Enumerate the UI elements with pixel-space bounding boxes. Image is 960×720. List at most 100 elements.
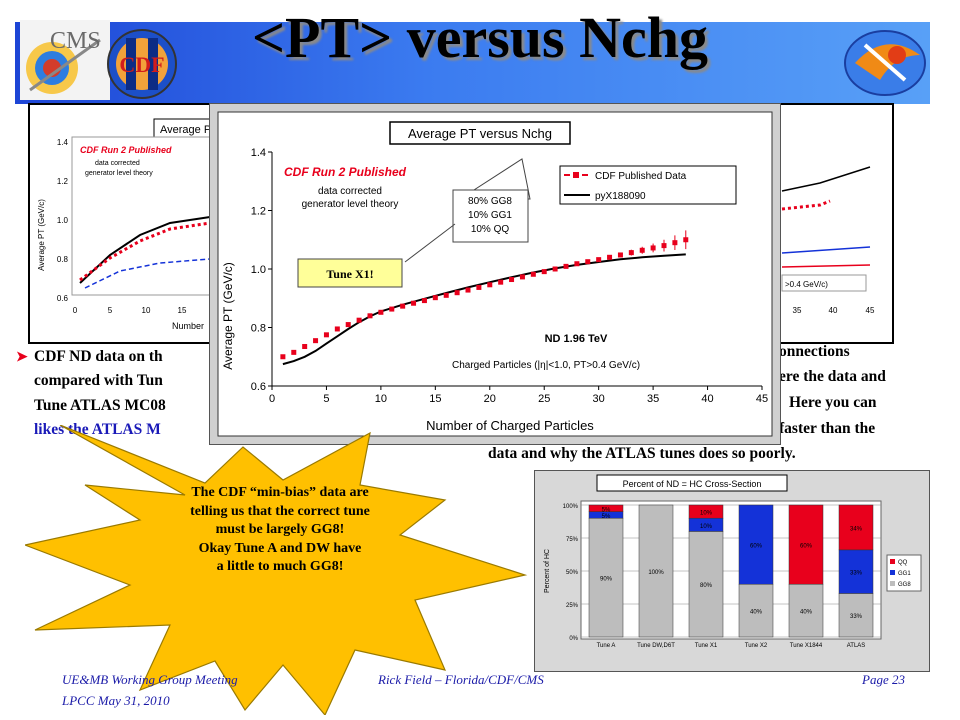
data-point: [367, 313, 373, 319]
back-chart-sub2: generator level theory: [85, 170, 153, 177]
x-tick-label: 20: [484, 393, 496, 405]
data-point: [541, 269, 547, 275]
cms-logo: CMS: [20, 20, 110, 100]
data-point: [661, 243, 667, 249]
annotation-run: CDF Run 2 Published: [284, 165, 407, 179]
back-x-tick: 35: [793, 306, 802, 315]
cdf-logo: CDF: [100, 28, 185, 100]
x-tick-label: 40: [701, 393, 713, 405]
tune-callout: [297, 258, 403, 288]
bar-segment-label: 40%: [750, 610, 763, 616]
y-tick-label: 0.6: [251, 381, 266, 393]
bar-segment: [838, 504, 874, 551]
legend-swatch-gg1: [890, 570, 895, 575]
bar-y-tick: 25%: [566, 603, 579, 609]
bar-category-label: Tune X1844: [790, 643, 823, 649]
footer-page: Page 23: [862, 672, 905, 687]
back-x-label: Number: [172, 321, 204, 331]
data-point: [411, 300, 417, 306]
y-tick-label: 1.0: [251, 264, 266, 276]
right-text-line: Here you can: [789, 394, 877, 411]
bar-segment-label: 80%: [700, 583, 713, 589]
back-y-tick: 0.6: [57, 294, 69, 303]
data-point: [443, 292, 449, 298]
back-x-tick: 0: [73, 306, 78, 315]
bar-segment: [838, 593, 874, 638]
bar-segment-label: 60%: [800, 544, 813, 550]
data-point: [487, 282, 493, 288]
y-tick-label: 1.4: [251, 147, 266, 159]
arrow-bullet-icon: ➤: [16, 350, 28, 365]
bar-segment: [638, 504, 674, 638]
data-point: [421, 298, 427, 304]
legend-swatch-qq: [890, 559, 895, 564]
x-tick-label: 45: [756, 393, 768, 405]
footer-venue: LPCC May 31, 2010: [62, 693, 170, 708]
back-y-tick: 1.4: [57, 138, 69, 147]
bar-segment-label: 5%: [602, 507, 611, 513]
back-x-tick: 15: [178, 306, 187, 315]
back-x-tick: 5: [108, 306, 113, 315]
data-point: [389, 306, 395, 312]
starburst-line: must be largely GG8!: [215, 522, 345, 537]
slide-title: <PT> versus Nchg: [252, 5, 708, 70]
bar-segment: [788, 504, 824, 585]
legend-label-gg1: GG1: [898, 571, 911, 577]
bar-segment-label: 33%: [850, 571, 863, 577]
back-y-tick: 0.8: [57, 255, 69, 264]
back-chart-sub1: data corrected: [95, 160, 140, 167]
bar-segment: [688, 504, 724, 519]
mix-line: 10% QQ: [471, 224, 510, 235]
data-point: [617, 252, 623, 258]
legend-label-qq: QQ: [898, 560, 908, 566]
bar-chart-ylabel: Percent of HC: [544, 549, 551, 593]
mix-line: 80% GG8: [468, 196, 512, 207]
bar-category-label: ATLAS: [847, 643, 866, 649]
bar-segment-label: 60%: [750, 544, 763, 550]
footer-author: Rick Field – Florida/CDF/CMS: [378, 672, 544, 687]
data-point: [313, 338, 319, 344]
bar-category-label: Tune DW,D6T: [637, 643, 675, 649]
bar-category-label: Tune A: [597, 643, 616, 649]
annotation-sub1: data corrected: [318, 186, 382, 197]
tune-callout-text: Tune X1!: [326, 267, 373, 281]
starburst-line: a little to much GG8!: [216, 559, 344, 574]
starburst-callout: [22, 424, 555, 717]
data-point: [323, 332, 329, 338]
right-text-line: data and why the ATLAS tunes does so poo…: [488, 445, 796, 462]
bullet-line: likes the ATLAS M: [34, 421, 161, 438]
bar-segment-label: 33%: [850, 614, 863, 620]
legend-marker-data: [573, 172, 579, 178]
bar-y-tick: 100%: [563, 504, 579, 510]
bar-category-label: Tune X1: [695, 643, 718, 649]
bar-segment-label: 10%: [700, 511, 713, 517]
x-axis-label: Number of Charged Particles: [426, 418, 594, 433]
legend-label-theory: pyX188090: [595, 191, 646, 202]
data-point: [563, 263, 569, 269]
bar-segment: [688, 531, 724, 638]
right-text-line: ere the data and: [779, 368, 886, 385]
bar-segment: [788, 583, 824, 638]
cms-logo-text: CMS: [50, 28, 101, 54]
x-tick-label: 0: [269, 393, 275, 405]
annotation-energy: ND 1.96 TeV: [545, 333, 608, 345]
back-x-tick: 10: [142, 306, 151, 315]
bar-segment: [838, 549, 874, 594]
bar-segment-label: 100%: [648, 570, 664, 576]
starburst-line: The CDF “min-bias” data are: [191, 485, 369, 500]
x-tick-label: 5: [323, 393, 329, 405]
y-tick-label: 0.8: [251, 323, 266, 335]
bullet-line: Tune ATLAS MC08: [34, 397, 166, 414]
starburst-line: Okay Tune A and DW have: [198, 540, 362, 556]
bar-y-tick: 50%: [566, 570, 579, 576]
cdf-logo-text: CDF: [119, 52, 164, 77]
data-point: [509, 277, 515, 283]
x-tick-label: 10: [375, 393, 387, 405]
data-point: [574, 261, 580, 267]
x-tick-label: 30: [593, 393, 605, 405]
data-point: [607, 254, 613, 260]
back-x-tick: 40: [829, 306, 838, 315]
back-chart-ylabel: Average PT (GeV/c): [37, 199, 46, 271]
data-point: [672, 240, 678, 246]
right-text-line: onnections: [779, 343, 850, 360]
